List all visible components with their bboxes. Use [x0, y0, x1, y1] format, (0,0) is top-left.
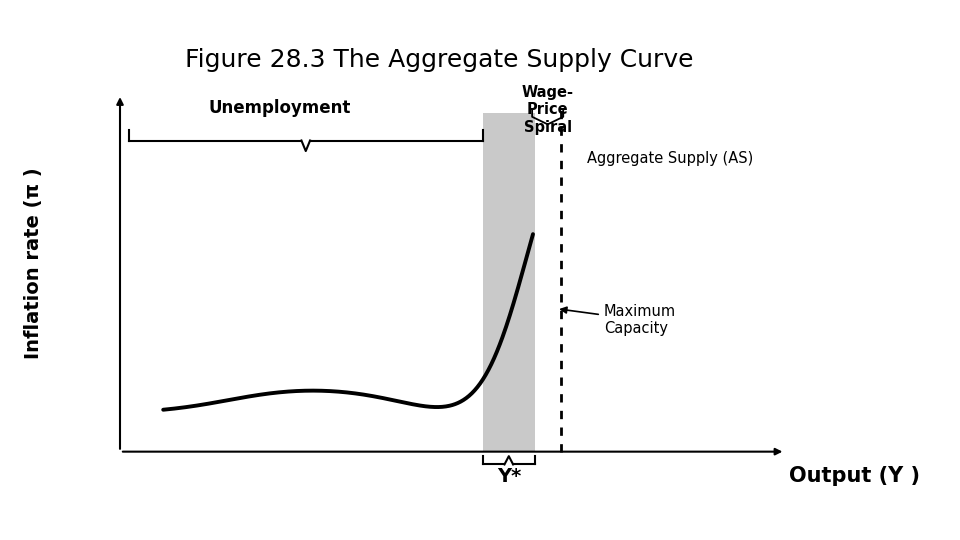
Text: Figure 28.3 The Aggregate Supply Curve: Figure 28.3 The Aggregate Supply Curve	[185, 49, 694, 72]
Text: Unemployment: Unemployment	[208, 99, 351, 117]
Text: Inflation rate (π ): Inflation rate (π )	[24, 168, 43, 359]
Text: Y*: Y*	[496, 468, 521, 487]
Text: Aggregate Supply (AS): Aggregate Supply (AS)	[587, 151, 753, 166]
Text: Output (Y ): Output (Y )	[789, 466, 920, 486]
Text: Maximum
Capacity: Maximum Capacity	[561, 304, 676, 336]
Text: Wage-
Price
Spiral: Wage- Price Spiral	[521, 85, 574, 134]
Bar	[483, 113, 535, 451]
